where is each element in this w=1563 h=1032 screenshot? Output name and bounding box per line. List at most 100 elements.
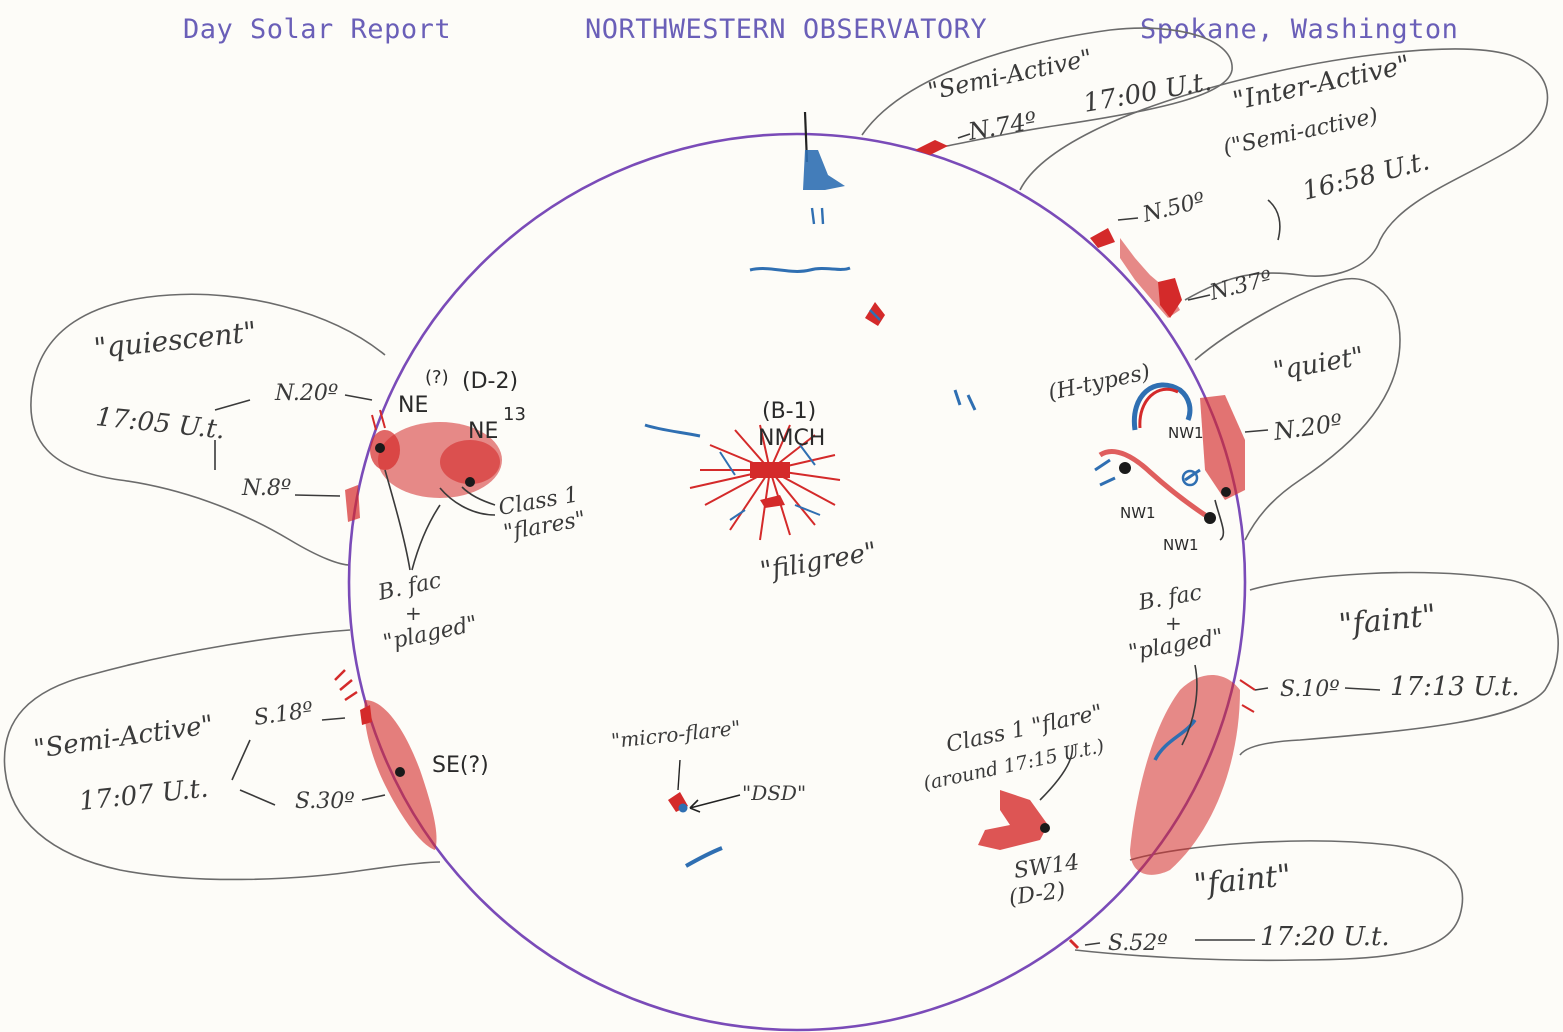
label-filigree: "filigree" xyxy=(758,537,879,587)
leader-class1-flares xyxy=(439,486,496,516)
label-dsd: "DSD" xyxy=(742,781,806,805)
label-time-1705: 17:05 U.t. xyxy=(94,402,226,445)
solar-disk xyxy=(347,132,1247,1032)
prominence-n74 xyxy=(915,140,948,155)
label-faint-bottom: "faint" xyxy=(1192,858,1293,903)
dsd-mark xyxy=(678,803,688,813)
leader-bfac-right xyxy=(1181,664,1198,746)
polar-prominence xyxy=(803,150,845,190)
prominence-s10 xyxy=(1239,679,1256,713)
prominence-s18 xyxy=(334,669,358,702)
balloon-faint-bottom xyxy=(1074,840,1464,962)
leader-inter-bracket xyxy=(1267,199,1281,241)
micro-flare-leader xyxy=(677,759,681,791)
dsd-arrowhead xyxy=(689,799,701,813)
label-inter-active: "Inter-Active" xyxy=(1230,50,1412,117)
leader-s30 xyxy=(361,794,386,801)
label-micro-flare: "micro-flare" xyxy=(610,716,742,753)
label-nw1-a: NW1 xyxy=(1168,424,1204,442)
class1-flare-sw xyxy=(978,790,1048,850)
sw-flare-leader xyxy=(1039,744,1074,801)
balloon-semi-active-top xyxy=(861,27,1233,151)
label-nw1-b: NW1 xyxy=(1120,504,1156,522)
filament-north xyxy=(749,266,851,273)
spot-se xyxy=(395,767,405,777)
prominence-n8 xyxy=(345,485,360,522)
label-n37: N.37º xyxy=(1206,266,1274,306)
label-semi-active-top: "Semi-Active" xyxy=(925,44,1094,106)
plage-west-s10 xyxy=(1130,675,1240,875)
balloon-semi-active-left xyxy=(3,629,441,881)
label-d2-top: (D-2) xyxy=(462,369,518,394)
filament-west xyxy=(1153,718,1197,761)
label-se: SE(?) xyxy=(432,753,489,778)
plage-chain-nw-blue xyxy=(1094,458,1201,487)
spot-nw-b xyxy=(1119,462,1131,474)
label-ne13-num: 13 xyxy=(503,404,526,425)
prominence-n50 xyxy=(1090,228,1115,248)
polar-filament-marks xyxy=(810,207,825,225)
label-s30: S.30º xyxy=(295,789,355,814)
ring-nw xyxy=(1181,469,1199,487)
prominence-n37 xyxy=(1158,278,1182,318)
label-ne13: NE xyxy=(468,419,498,444)
spot-nw-a xyxy=(1221,487,1231,497)
spot-nw-c xyxy=(1204,512,1216,524)
balloon-quiet xyxy=(1194,277,1401,541)
plage-north-small-blue xyxy=(869,309,881,321)
prominence-s18-base xyxy=(360,705,372,725)
spot-ne13 xyxy=(465,477,475,487)
active-region-nw xyxy=(1200,395,1245,500)
balloon-faint-right xyxy=(1239,571,1559,756)
filament-south xyxy=(685,846,723,868)
leader-n8 xyxy=(294,494,341,497)
leader-semi-active-bracket xyxy=(231,739,276,806)
plage-chain-nw xyxy=(1098,448,1207,518)
filigree-region xyxy=(689,424,841,541)
observatory-location: Spokane, Washington xyxy=(1140,14,1459,45)
balloon-inter-active xyxy=(1019,48,1549,301)
label-semi-active-left: "Semi-Active" xyxy=(32,710,215,765)
h-type-filament-b xyxy=(1138,387,1179,429)
filament-ne-marks xyxy=(953,389,977,411)
label-s18: S.18º xyxy=(252,698,315,731)
report-title: Day Solar Report xyxy=(183,14,452,45)
filament-center-left xyxy=(644,423,701,438)
spot-sw14 xyxy=(1040,823,1050,833)
label-time-1707: 17:07 U.t. xyxy=(78,774,210,817)
label-time-1720: 17:20 U.t. xyxy=(1260,922,1390,952)
label-s10: S.10º xyxy=(1280,677,1340,702)
label-sw14: SW14 xyxy=(1012,850,1081,884)
spot-ne xyxy=(375,443,385,453)
label-h-types: (H-types) xyxy=(1046,360,1152,406)
label-plaged-left: "plaged" xyxy=(381,612,480,656)
balloon-quiescent xyxy=(30,293,386,566)
label-quiescent: "quiescent" xyxy=(92,315,258,365)
leader-n37 xyxy=(1187,294,1211,301)
leader-bfac-left xyxy=(384,469,441,571)
label-b1: (B-1) xyxy=(762,399,816,424)
leader-n74 xyxy=(957,133,971,139)
label-time-1658: 16:58 U.t. xyxy=(1299,146,1432,206)
label-s52: S.52º xyxy=(1108,931,1168,956)
label-time-1713: 17:13 U.t. xyxy=(1390,672,1520,702)
dsd-arrow xyxy=(689,794,741,809)
label-plus-right: + xyxy=(1165,611,1182,635)
label-ne-question: (?) xyxy=(425,367,449,388)
label-nmch: NMCH xyxy=(758,426,825,451)
label-n50: N.50º xyxy=(1139,188,1207,228)
prominence-n20 xyxy=(371,409,386,431)
leader-quiescent-bracket xyxy=(214,399,251,470)
label-quiet: "quiet" xyxy=(1271,341,1366,386)
label-faint-right: "faint" xyxy=(1337,598,1438,643)
active-region-ne-core xyxy=(440,440,500,484)
leader-quiet-n20 xyxy=(1244,429,1269,433)
leader-nw-bottom xyxy=(1214,499,1225,541)
label-n8: N.8º xyxy=(241,476,291,501)
limb-plage-ne xyxy=(370,430,400,470)
leader-n50 xyxy=(1117,217,1139,221)
observatory-name: NORTHWESTERN OBSERVATORY xyxy=(585,14,988,45)
leader-n20-left xyxy=(344,394,373,401)
